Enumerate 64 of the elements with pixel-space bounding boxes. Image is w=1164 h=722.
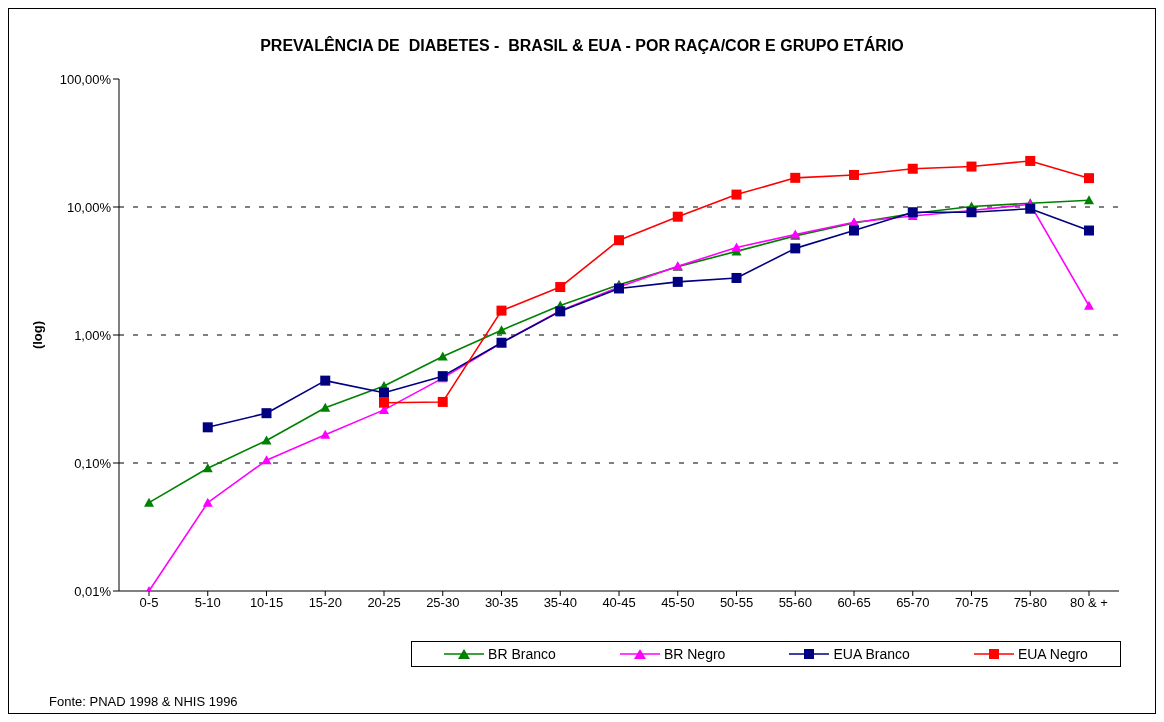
source-note: Fonte: PNAD 1998 & NHIS 1996 xyxy=(49,694,238,709)
point xyxy=(907,163,918,174)
legend-label: BR Negro xyxy=(663,646,726,662)
point xyxy=(1084,173,1094,184)
legend-label: EUA Negro xyxy=(1017,646,1088,662)
point xyxy=(731,189,742,200)
point xyxy=(320,402,331,412)
x-tick-label: 25-30 xyxy=(426,595,460,611)
x-tick-label: 5-10 xyxy=(194,595,221,611)
point xyxy=(320,429,331,439)
x-tick-label: 0-5 xyxy=(139,595,159,611)
point xyxy=(555,282,566,293)
point xyxy=(790,243,801,254)
y-tick-label: 0,01% xyxy=(74,583,112,599)
point xyxy=(437,396,448,407)
point xyxy=(202,497,213,507)
point xyxy=(849,169,859,180)
x-tick-label: 20-25 xyxy=(367,595,401,611)
point xyxy=(202,422,213,433)
point xyxy=(1025,155,1036,166)
x-tick-label: 75-80 xyxy=(1013,595,1047,611)
point xyxy=(731,272,742,283)
point xyxy=(1084,225,1094,236)
x-tick-label: 70-75 xyxy=(954,595,989,611)
y-axis-title: (log) xyxy=(29,320,45,350)
point xyxy=(261,408,272,419)
x-tick-label: 35-40 xyxy=(543,595,577,611)
point xyxy=(261,455,272,465)
y-tick-label: 10,00% xyxy=(66,199,112,215)
x-tick-label: 15-20 xyxy=(308,595,342,611)
point xyxy=(496,325,507,335)
point xyxy=(1084,300,1094,310)
y-tick-label: 0,10% xyxy=(74,455,112,471)
x-tick-label: 50-55 xyxy=(719,595,754,611)
x-tick-label: 65-70 xyxy=(896,595,930,611)
point xyxy=(379,387,389,398)
x-tick-label: 40-45 xyxy=(602,595,636,611)
point xyxy=(1025,203,1036,214)
point xyxy=(966,161,977,172)
point xyxy=(144,497,154,507)
x-tick-label: 55-60 xyxy=(778,595,812,611)
x-tick-label: 45-50 xyxy=(661,595,695,611)
point xyxy=(320,375,331,386)
point xyxy=(849,225,859,236)
legend-label: EUA Branco xyxy=(833,646,910,662)
x-tick-label: 30-35 xyxy=(484,595,519,611)
point xyxy=(437,351,448,361)
point xyxy=(379,397,389,408)
point xyxy=(261,435,272,445)
point xyxy=(672,276,683,287)
point xyxy=(202,463,213,473)
point xyxy=(731,242,742,252)
x-tick-label: 60-65 xyxy=(837,595,871,611)
x-tick-label: 80 & + xyxy=(1070,595,1108,611)
y-tick-label: 1,00% xyxy=(74,327,112,343)
point xyxy=(1084,195,1094,205)
legend-label: BR Branco xyxy=(488,646,556,662)
x-tick-label: 10-15 xyxy=(249,595,284,611)
point xyxy=(614,235,624,246)
point xyxy=(790,172,801,183)
point xyxy=(672,211,683,222)
chart-title: PREVALÊNCIA DE DIABETES - BRASIL & EUA - POR RAÇA/COR E GRUPO ETÁRIO xyxy=(259,37,905,56)
point xyxy=(496,305,507,316)
y-tick-label: 100,00% xyxy=(59,71,112,87)
